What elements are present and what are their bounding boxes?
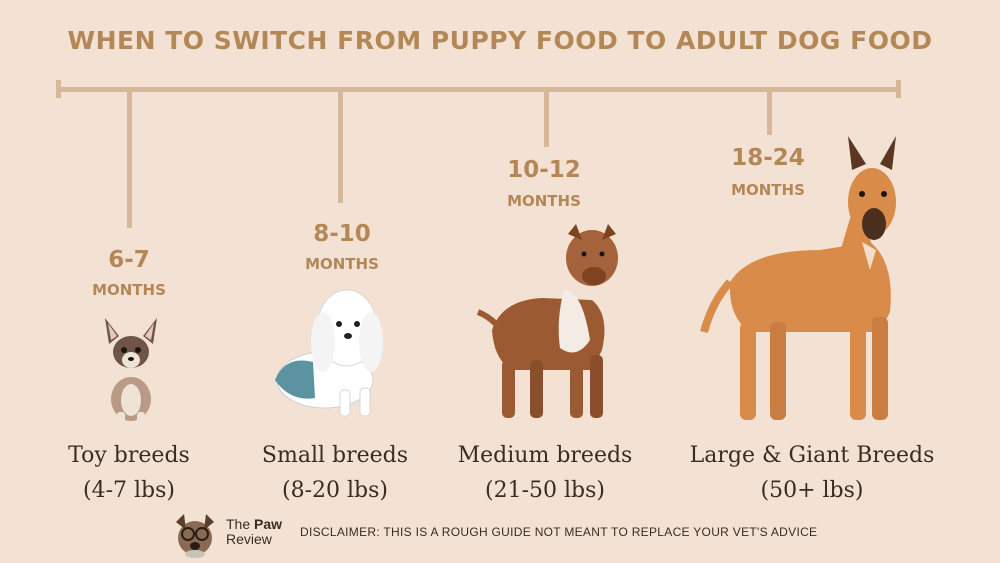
stage-toy-range: 6-7 [108,247,150,273]
paw-review-logo-icon [176,514,214,558]
timeline-drop-large [767,90,772,135]
stage-medium-weight: (21-50 lbs) [485,478,605,503]
timeline-bar [58,87,899,92]
stage-small-unit: MONTHS [305,255,379,273]
stage-toy-weight: (4-7 lbs) [83,478,175,503]
brand-review: Review [226,531,272,547]
timeline-end-cap [896,80,901,98]
timeline-drop-toy [127,90,132,228]
stage-large-weight: (50+ lbs) [760,478,864,503]
maltese-illustration [275,289,383,417]
stage-large-unit: MONTHS [731,181,805,199]
pitbull-illustration [476,224,618,418]
timeline-drop-medium [544,90,549,147]
stage-large-range: 18-24 [731,145,805,171]
page-title: WHEN TO SWITCH FROM PUPPY FOOD TO ADULT … [67,26,933,55]
chihuahua-illustration [105,318,157,424]
stage-large-breed: Large & Giant Breeds [689,443,935,468]
stage-toy-breed: Toy breeds [68,443,190,468]
stage-small-weight: (8-20 lbs) [282,478,388,503]
stage-medium-breed: Medium breeds [457,443,633,468]
disclaimer-text: DISCLAIMER: THIS IS A ROUGH GUIDE NOT ME… [300,525,818,539]
stage-toy-unit: MONTHS [92,281,166,299]
stage-small-breed: Small breeds [261,443,409,468]
brand-paw: Paw [254,516,283,532]
brand-the: The [226,516,255,532]
stage-small-range: 8-10 [313,221,371,247]
brand-name: The Paw Review [226,517,282,547]
timeline-drop-small [338,90,343,203]
stage-medium-range: 10-12 [507,157,581,183]
timeline-start-cap [56,80,61,98]
stage-medium-unit: MONTHS [507,192,581,210]
great-dane-illustration [700,136,896,420]
